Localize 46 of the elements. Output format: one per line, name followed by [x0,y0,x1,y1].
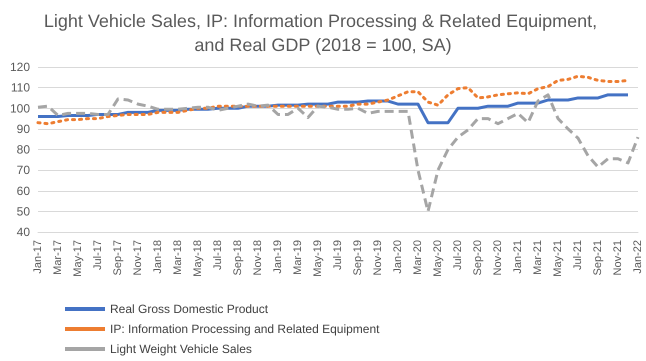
x-tick-label: Nov-19 [372,240,384,276]
x-tick-label: May-18 [192,240,204,277]
legend-label: Light Weight Vehicle Sales [110,342,252,356]
x-tick-label: Jul-17 [92,240,104,270]
line-series [36,93,640,213]
x-tick-label: Mar-18 [172,240,184,275]
y-tick-label: 50 [16,204,30,218]
x-tick-label: Sep-17 [112,240,124,276]
x-tick-label: Sep-20 [472,240,484,276]
x-tick-label: Nov-21 [612,240,624,276]
x-tick-label: Sep-18 [232,240,244,276]
x-tick-label: Mar-17 [52,240,64,275]
x-tick-label: Mar-21 [532,240,544,275]
x-tick-label: Sep-21 [592,240,604,276]
x-tick-label: Jan-20 [392,240,404,274]
y-tick-label: 100 [10,101,30,116]
y-tick-label: 40 [16,225,30,239]
chart-title: Light Vehicle Sales, IP: Information Processing & Related Equipment, and Real GDP (2018 = 100, SA) [44,11,602,55]
legend-label: IP: Information Processing and Related Equipment [110,322,380,336]
x-tick-label: Jul-19 [332,240,344,270]
x-tick-label: Nov-18 [252,240,264,276]
x-tick-label: May-17 [72,240,84,277]
y-tick-label: 110 [10,80,30,95]
x-tick-label: Jan-17 [32,240,44,274]
x-tick-label: Sep-19 [352,240,364,276]
y-tick-label: 60 [16,184,30,198]
y-tick-label: 90 [16,122,30,136]
x-tick-label: May-19 [312,240,324,277]
x-tick-label: Mar-19 [292,240,304,275]
legend-label: Real Gross Domestic Product [110,302,269,316]
x-tick-label: Jan-21 [512,240,524,274]
x-tick-label: May-21 [552,240,564,277]
x-tick-label: Nov-20 [492,240,504,276]
x-tick-label: Jan-18 [152,240,164,274]
y-tick-label: 80 [16,142,30,156]
line-series [36,74,630,126]
y-tick-label: 70 [16,163,30,178]
x-tick-label: Nov-17 [132,240,144,276]
x-tick-label: Jul-21 [572,240,584,270]
x-tick-label: Jul-18 [212,240,224,270]
x-tick-label: Jan-19 [272,240,284,274]
x-tick-label: Jul-20 [452,240,464,270]
x-tick-label: Mar-20 [412,240,424,275]
x-tick-label: Jan-22 [632,240,644,274]
y-tick-label: 120 [10,60,30,74]
x-tick-label: May-20 [432,240,444,277]
